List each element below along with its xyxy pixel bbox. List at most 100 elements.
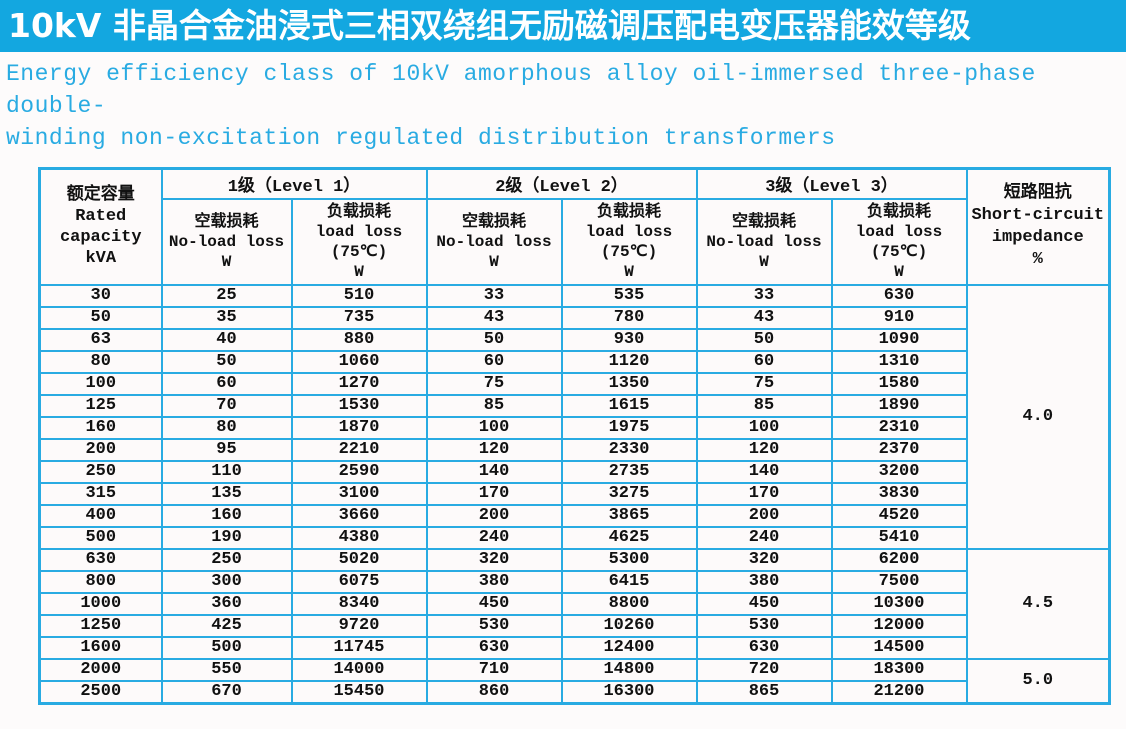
table-cell: 250 [38, 459, 163, 484]
table-cell: 110 [160, 459, 293, 484]
table-cell: 75 [425, 371, 563, 396]
table-cell: 3830 [830, 481, 968, 506]
table-cell: 12000 [830, 613, 968, 638]
table-cell: 320 [695, 547, 833, 572]
table-cell: 12400 [560, 635, 698, 660]
table-cell: 1270 [290, 371, 428, 396]
table-cell: 60 [160, 371, 293, 396]
table-row: 30 25 510 33 535 33 630 4.0 [38, 283, 1111, 550]
table-cell: 70 [160, 393, 293, 418]
table-row: 315 135 3100 170 3275 170 3830 [38, 481, 1110, 506]
table-row: 200 95 2210 120 2330 120 2370 [38, 437, 1110, 462]
table-cell: 11745 [290, 635, 428, 660]
table-cell: 450 [695, 591, 833, 616]
table-cell: 250 [160, 547, 293, 572]
table-cell: 10300 [830, 591, 968, 616]
table-cell: 14800 [560, 657, 698, 682]
impedance-value-cell: 4.0 [965, 283, 1111, 550]
table-cell: 5410 [830, 525, 968, 550]
table-cell: 1890 [830, 393, 968, 418]
table-cell: 8340 [290, 591, 428, 616]
table-row: 2500 670 15450 860 16300 865 21200 [38, 679, 1110, 704]
table-cell: 1060 [290, 349, 428, 374]
level-1-header: 1级（Level 1） [160, 167, 428, 200]
table-cell: 15450 [290, 679, 428, 704]
table-row: 63 40 880 50 930 50 1090 [38, 327, 1110, 352]
subtitle-line-2: winding non-excitation regulated distrib… [6, 125, 836, 151]
table-cell: 1870 [290, 415, 428, 440]
table-cell: 50 [38, 305, 163, 330]
table-cell: 170 [695, 481, 833, 506]
table-cell: 735 [290, 305, 428, 330]
table-cell: 780 [560, 305, 698, 330]
table-cell: 35 [160, 305, 293, 330]
table-row: 400 160 3660 200 3865 200 4520 [38, 503, 1110, 528]
table-cell: 60 [695, 349, 833, 374]
table-cell: 120 [695, 437, 833, 462]
table-cell: 2500 [38, 679, 163, 704]
table-cell: 85 [695, 393, 833, 418]
table-cell: 6415 [560, 569, 698, 594]
table-cell: 2330 [560, 437, 698, 462]
table-cell: 140 [425, 459, 563, 484]
level-3-no-load-header: 空载损耗 No-load loss W [695, 197, 833, 286]
impedance-value-cell: 4.5 [965, 547, 1111, 660]
table-cell: 860 [425, 679, 563, 704]
subtitle-line-1: Energy efficiency class of 10kV amorphou… [6, 61, 1036, 119]
table-cell: 135 [160, 481, 293, 506]
table-cell: 125 [38, 393, 163, 418]
table-cell: 240 [695, 525, 833, 550]
table-cell: 930 [560, 327, 698, 352]
table-cell: 880 [290, 327, 428, 352]
table-cell: 170 [425, 481, 563, 506]
table-cell: 43 [695, 305, 833, 330]
table-cell: 630 [425, 635, 563, 660]
table-cell: 21200 [830, 679, 968, 704]
table-cell: 1090 [830, 327, 968, 352]
table-cell: 33 [425, 283, 563, 308]
table-cell: 1615 [560, 393, 698, 418]
table-cell: 43 [425, 305, 563, 330]
capacity-header: 额定容量 Rated capacity kVA [38, 167, 163, 286]
table-cell: 380 [425, 569, 563, 594]
table-cell: 6200 [830, 547, 968, 572]
table-cell: 16300 [560, 679, 698, 704]
page-title: 10kV 非晶合金油浸式三相双绕组无励磁调压配电变压器能效等级 [8, 6, 971, 45]
table-row: 160 80 1870 100 1975 100 2310 [38, 415, 1110, 440]
table-cell: 190 [160, 525, 293, 550]
level-3-load-header: 负载损耗 load loss (75℃) W [830, 197, 968, 286]
table-cell: 100 [695, 415, 833, 440]
table-cell: 630 [830, 283, 968, 308]
table-cell: 5020 [290, 547, 428, 572]
table-cell: 10260 [560, 613, 698, 638]
table-cell: 33 [695, 283, 833, 308]
table-cell: 140 [695, 459, 833, 484]
level-1-no-load-header: 空载损耗 No-load loss W [160, 197, 293, 286]
header-row-loss-types: 空载损耗 No-load loss W 负载损耗 load loss (75℃)… [40, 197, 1110, 286]
table-cell: 50 [160, 349, 293, 374]
title-bar: 10kV 非晶合金油浸式三相双绕组无励磁调压配电变压器能效等级 [0, 0, 1126, 52]
table-cell: 80 [38, 349, 163, 374]
table-cell: 1250 [38, 613, 163, 638]
table-row: 800 300 6075 380 6415 380 7500 [38, 569, 1110, 594]
table-cell: 1975 [560, 415, 698, 440]
table-cell: 3865 [560, 503, 698, 528]
table-cell: 2210 [290, 437, 428, 462]
header-row-levels: 额定容量 Rated capacity kVA 1级（Level 1） 2级（L… [38, 167, 1111, 286]
table-cell: 100 [425, 415, 563, 440]
table-row: 1000 360 8340 450 8800 450 10300 [38, 591, 1110, 616]
table-cell: 100 [38, 371, 163, 396]
table-cell: 120 [425, 437, 563, 462]
table-cell: 670 [160, 679, 293, 704]
table-cell: 30 [38, 283, 163, 308]
table-cell: 630 [38, 547, 163, 572]
level-3-header: 3级（Level 3） [695, 167, 968, 200]
table-cell: 50 [425, 327, 563, 352]
table-cell: 865 [695, 679, 833, 704]
table-row: 80 50 1060 60 1120 60 1310 [38, 349, 1110, 374]
level-2-load-header: 负载损耗 load loss (75℃) W [560, 197, 698, 286]
table-cell: 9720 [290, 613, 428, 638]
table-cell: 1580 [830, 371, 968, 396]
table-cell: 425 [160, 613, 293, 638]
